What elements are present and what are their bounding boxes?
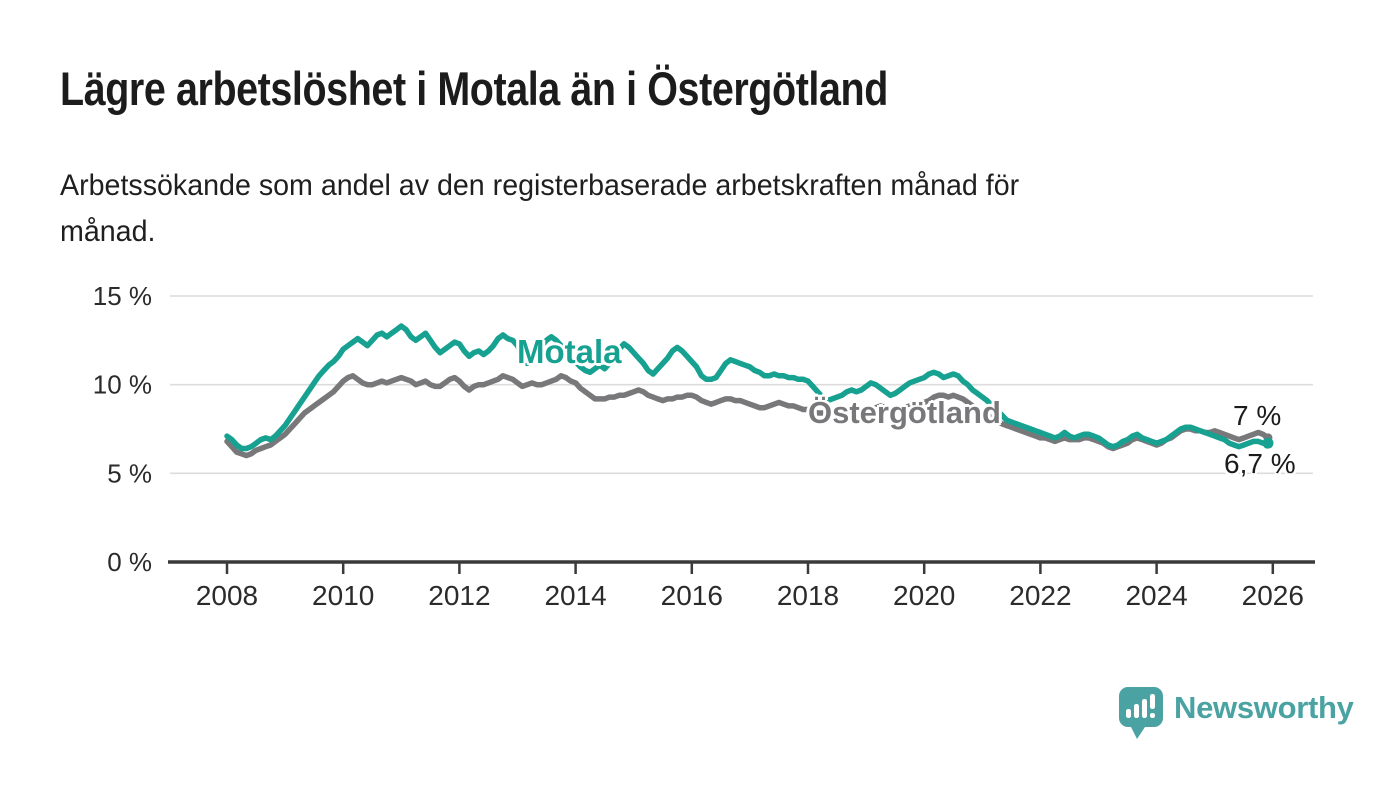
- y-tick-label: 5 %: [107, 458, 152, 488]
- x-tick-label: 2012: [428, 580, 490, 611]
- series-label-motala: Motala: [517, 333, 622, 370]
- newsworthy-brand-text: Newsworthy: [1174, 690, 1354, 725]
- chart-subtitle: Arbetssökande som andel av den registerb…: [60, 169, 1020, 249]
- x-tick-label: 2020: [893, 580, 955, 611]
- series-line-motala: [224, 323, 1271, 452]
- end-value-label-motala: 6,7 %: [1224, 448, 1296, 479]
- x-tick-label: 2008: [196, 580, 258, 611]
- line-chart: 2008 2010 2012 2014 2016 2018 2020 2022 2024 2026…: [0, 260, 1400, 640]
- newsworthy-logo-icon: [1119, 687, 1163, 739]
- newsworthy-brand: Newsworthy: [1118, 687, 1354, 739]
- y-tick-label: 0 %: [107, 547, 152, 577]
- y-tick-label: 10 %: [93, 370, 152, 400]
- x-tick-label: 2010: [312, 580, 374, 611]
- end-value-label-ostergotland: 7 %: [1233, 400, 1282, 431]
- x-tick-label: 2016: [661, 580, 723, 611]
- series-end-dot-motala: [1262, 437, 1274, 449]
- x-tick-label: 2018: [777, 580, 839, 611]
- x-tick-label: 2026: [1242, 580, 1304, 611]
- x-tick-label: 2022: [1009, 580, 1071, 611]
- chart-title: Lägre arbetslöshet i Motala än i Östergö…: [60, 62, 888, 115]
- x-tick-label: 2024: [1125, 580, 1187, 611]
- y-tick-label: 15 %: [93, 281, 152, 311]
- line-chart-svg: 2008 2010 2012 2014 2016 2018 2020 2022 2024 2026…: [93, 281, 1315, 611]
- series-line-östergötland: [224, 373, 1271, 459]
- series-label-ostergotland: Östergötland: [808, 395, 1001, 430]
- x-tick-label: 2014: [544, 580, 606, 611]
